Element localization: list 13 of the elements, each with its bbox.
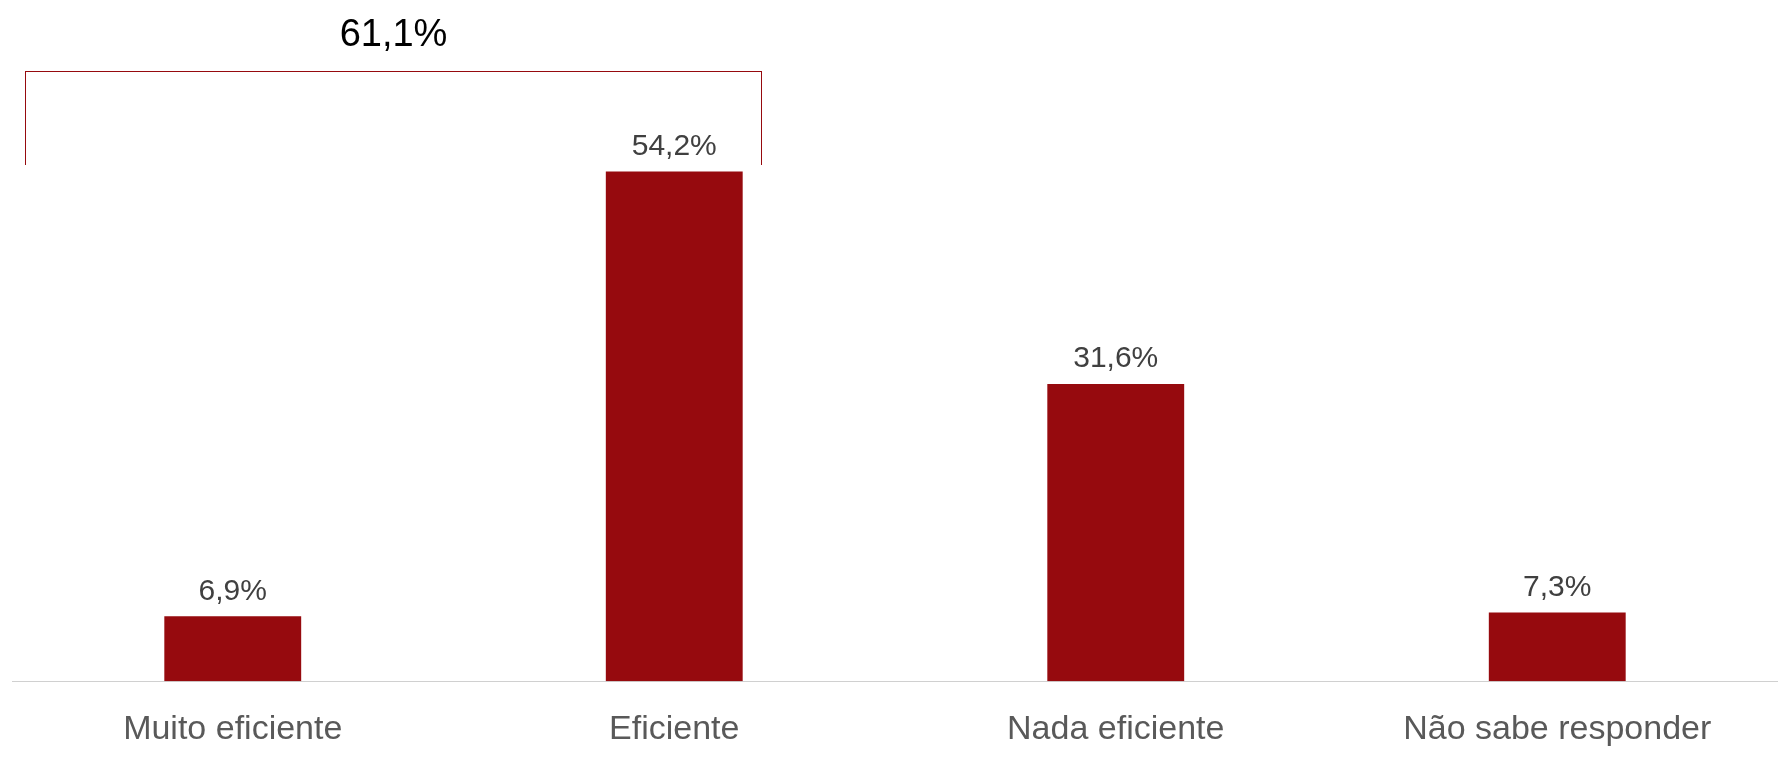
x-tick-label: Nada eficiente <box>1007 707 1225 746</box>
data-label: 6,9% <box>198 572 267 606</box>
x-tick-label: Eficiente <box>609 707 740 746</box>
bar <box>1488 612 1626 682</box>
x-tick-label: Não sabe responder <box>1403 707 1712 746</box>
x-tick-label: Muito eficiente <box>123 707 343 746</box>
bar <box>1047 384 1185 682</box>
data-label: 54,2% <box>631 127 717 161</box>
bar <box>164 616 302 682</box>
data-label: 31,6% <box>1073 340 1159 374</box>
text: 61,1% <box>338 12 449 55</box>
data-label: 7,3% <box>1523 568 1592 602</box>
bar <box>605 171 743 682</box>
